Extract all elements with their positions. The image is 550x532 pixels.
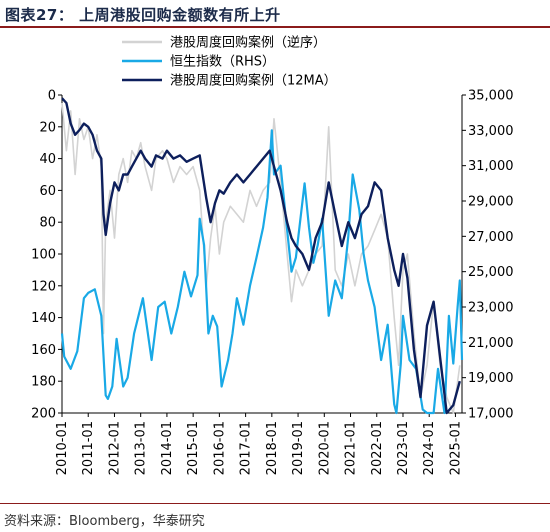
left-y-axis: 0 20 40 60 80 100 120 140 160 180 200 bbox=[31, 89, 62, 422]
left-tick-label: 140 bbox=[31, 311, 56, 326]
left-tick-label: 120 bbox=[31, 279, 56, 294]
right-tick-label: 21,000 bbox=[468, 336, 514, 351]
right-tick-label: 29,000 bbox=[468, 195, 514, 210]
x-tick-label: 2010-01 bbox=[55, 421, 70, 475]
right-tick-label: 23,000 bbox=[468, 301, 514, 316]
x-axis: 2010-01 2011-01 2012-01 2013-01 2014-01 2015-… bbox=[55, 413, 463, 475]
series-hsi-line bbox=[60, 129, 464, 415]
legend-item-buyback-12ma-label: 港股周度回购案例（12MA） bbox=[170, 73, 337, 89]
series-layer bbox=[60, 97, 464, 415]
x-tick-label: 2022-01 bbox=[370, 421, 385, 475]
x-tick-label: 2015-01 bbox=[186, 421, 201, 475]
x-tick-label: 2012-01 bbox=[107, 421, 122, 475]
right-tick-label: 33,000 bbox=[468, 124, 514, 139]
left-tick-label: 40 bbox=[39, 152, 56, 167]
left-tick-label: 60 bbox=[39, 184, 56, 199]
right-y-axis: 17,000 19,000 21,000 23,000 25,000 27,000 29,0… bbox=[462, 89, 514, 422]
x-tick-label: 2025-01 bbox=[448, 421, 463, 475]
series-buyback-12ma-line bbox=[61, 97, 461, 415]
x-tick-label: 2013-01 bbox=[134, 421, 149, 475]
right-tick-label: 27,000 bbox=[468, 230, 514, 245]
left-tick-label: 80 bbox=[39, 216, 56, 231]
legend: 港股周度回购案例（逆序） 恒生指数（RHS） 港股周度回购案例（12MA） bbox=[122, 35, 337, 89]
x-tick-label: 2023-01 bbox=[396, 421, 411, 475]
title-rule bbox=[0, 26, 550, 28]
legend-item-hsi-label: 恒生指数（RHS） bbox=[170, 55, 275, 70]
right-tick-label: 17,000 bbox=[468, 407, 514, 422]
source-note: 资料来源：Bloomberg，华泰研究 bbox=[4, 514, 205, 529]
left-tick-label: 20 bbox=[39, 120, 56, 135]
x-tick-label: 2024-01 bbox=[422, 421, 437, 475]
left-tick-label: 160 bbox=[31, 343, 56, 358]
x-tick-label: 2017-01 bbox=[239, 421, 254, 475]
x-tick-label: 2019-01 bbox=[291, 421, 306, 475]
x-tick-label: 2018-01 bbox=[265, 421, 280, 475]
x-tick-label: 2021-01 bbox=[344, 421, 359, 475]
right-tick-label: 25,000 bbox=[468, 265, 514, 280]
left-tick-label: 180 bbox=[31, 375, 56, 390]
right-tick-label: 35,000 bbox=[468, 89, 514, 104]
left-tick-label: 100 bbox=[31, 248, 56, 263]
left-tick-label: 200 bbox=[31, 407, 56, 422]
x-tick-label: 2016-01 bbox=[212, 421, 227, 475]
legend-item-buyback-weekly-label: 港股周度回购案例（逆序） bbox=[170, 35, 326, 51]
right-tick-label: 31,000 bbox=[468, 159, 514, 174]
chart-title: 图表27： 上周港股回购金额数有所上升 bbox=[5, 6, 281, 24]
x-tick-label: 2011-01 bbox=[81, 421, 96, 475]
left-tick-label: 0 bbox=[48, 89, 56, 104]
x-tick-label: 2014-01 bbox=[160, 421, 175, 475]
x-tick-label: 2020-01 bbox=[317, 421, 332, 475]
source-rule bbox=[0, 503, 550, 504]
right-tick-label: 19,000 bbox=[468, 371, 514, 386]
